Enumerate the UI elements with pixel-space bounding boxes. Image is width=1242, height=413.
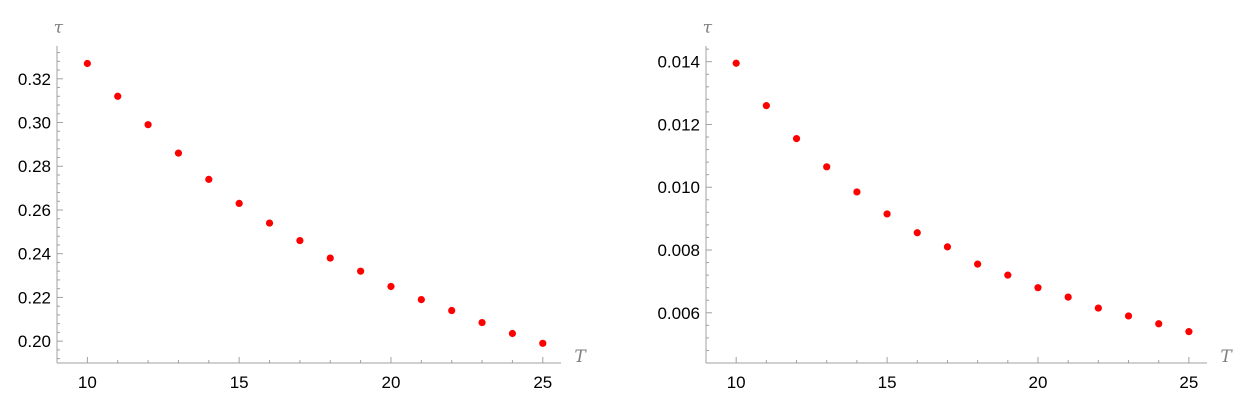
chart2-x-axis-label: T bbox=[1220, 347, 1233, 367]
chart1-data-point bbox=[235, 199, 243, 208]
chart2-y-tick-label: 0.006 bbox=[657, 304, 700, 323]
chart2-data-point bbox=[732, 59, 740, 67]
chart2-data-point bbox=[1034, 284, 1042, 292]
chart2-data-point bbox=[1185, 328, 1193, 336]
chart1-data-point bbox=[265, 219, 274, 227]
chart2-y-tick-label: 0.008 bbox=[657, 241, 700, 260]
chart2-y-axis-label: τ bbox=[703, 18, 713, 38]
chart1-x-tick-label: 25 bbox=[533, 373, 552, 392]
chart1-x-tick-label: 10 bbox=[78, 373, 97, 392]
chart1-data-point bbox=[83, 59, 91, 68]
chart1-x-axis-label: T bbox=[574, 347, 587, 367]
chart1-data-point bbox=[508, 329, 517, 338]
chart1-y-axis-label: τ bbox=[54, 18, 64, 38]
chart2-y-tick-label: 0.014 bbox=[657, 53, 700, 72]
chart1-y-tick-label: 0.30 bbox=[18, 114, 51, 133]
chart2-data-point bbox=[823, 163, 831, 171]
chart1-data-point bbox=[387, 282, 395, 291]
chart1-y-tick-label: 0.20 bbox=[18, 332, 51, 351]
chart1-data-point bbox=[205, 175, 213, 183]
chart1-data-point bbox=[539, 339, 547, 347]
chart1-data-point bbox=[144, 121, 152, 129]
chart1-y-tick-label: 0.32 bbox=[18, 70, 51, 89]
chart1-data-point bbox=[448, 306, 456, 315]
chart1-x-tick-label: 15 bbox=[230, 373, 249, 392]
chart1-y-tick-label: 0.24 bbox=[18, 245, 51, 264]
chart2-x-tick-label: 10 bbox=[727, 373, 746, 392]
chart1-data-point bbox=[357, 267, 365, 275]
chart1-x-tick-label: 20 bbox=[382, 373, 401, 392]
chart1-data-point bbox=[174, 149, 183, 157]
chart2-data-point bbox=[1094, 304, 1102, 312]
chart2-data-point bbox=[1004, 271, 1012, 279]
chart1-data-point bbox=[296, 236, 304, 245]
chart1-data-point bbox=[326, 254, 334, 262]
chart1-data-point bbox=[478, 318, 486, 327]
chart1-data-point bbox=[417, 296, 425, 304]
chart2-data-point bbox=[1124, 312, 1133, 320]
chart1-y-tick-label: 0.28 bbox=[18, 157, 51, 176]
chart2-y-tick-label: 0.012 bbox=[657, 115, 700, 134]
chart2-x-tick-label: 15 bbox=[878, 373, 897, 392]
chart2-y-tick-label: 0.010 bbox=[657, 178, 700, 197]
chart2-data-point bbox=[943, 243, 952, 251]
chart2-data-point bbox=[913, 229, 921, 237]
chart2-data-point bbox=[974, 260, 982, 268]
chart2-data-point bbox=[762, 102, 770, 110]
chart2-x-tick-label: 20 bbox=[1029, 373, 1048, 392]
chart2-data-point bbox=[853, 188, 861, 196]
chart2-data-point bbox=[792, 134, 801, 143]
chart2-data-point bbox=[1064, 293, 1072, 301]
chart1-data-point bbox=[114, 92, 122, 100]
chart2-data-point bbox=[883, 210, 891, 218]
chart1-y-tick-label: 0.22 bbox=[18, 288, 51, 307]
chart1-y-tick-label: 0.26 bbox=[18, 201, 51, 220]
chart2-data-point bbox=[1155, 320, 1163, 328]
chart2-x-tick-label: 25 bbox=[1179, 373, 1198, 392]
